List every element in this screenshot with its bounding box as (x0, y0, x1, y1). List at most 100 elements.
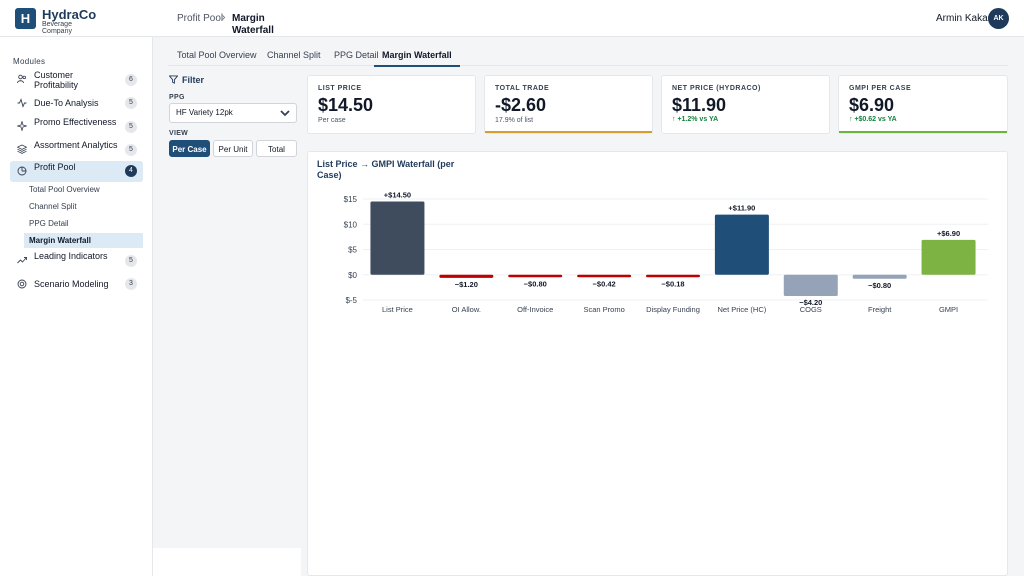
top-bar: H HydraCo Beverage Company Profit Pool ›… (0, 0, 1024, 37)
sparkle-icon (16, 120, 28, 134)
sidebar-item-badge: 5 (125, 255, 137, 267)
kpi-value: $14.50 (318, 95, 374, 115)
filter-panel: Filter PPG HF Variety 12pk VIEW Per Case… (153, 66, 301, 548)
kpi-subtext: Per case (318, 117, 346, 124)
chart-title: List Price → GMPI Waterfall (per Case) (317, 159, 455, 180)
brand-name: HydraCo (42, 7, 97, 22)
sidebar-item-due-to-analysis[interactable]: Due-To Analysis 5 (10, 95, 143, 111)
data-label: +$11.90 (728, 204, 755, 213)
kpi-label: NET PRICE (HYDRACO) (672, 85, 761, 92)
view-total-button[interactable]: Total (256, 140, 297, 157)
x-tick-label: OI Allow. (452, 305, 481, 314)
ppg-label: PPG (169, 94, 185, 101)
tab-ppg-detail[interactable]: PPG Detail (334, 50, 379, 60)
waterfall-chart: $15 $10 $5 $0 $-5 +$14.50 List Price −$1.20 OI A… (344, 191, 988, 314)
trend-icon (16, 255, 28, 268)
data-label: +$6.90 (937, 229, 960, 238)
view-per-unit-button[interactable]: Per Unit (213, 140, 253, 157)
kpi-card-gmpi: GMPI PER CASE $6.90 ↑ +$0.62 vs YA (838, 75, 1008, 134)
data-label: −$0.80 (868, 281, 891, 290)
y-tick-label: $0 (348, 271, 357, 280)
sidebar-item-leading-indicators[interactable]: Leading Indicators 5 (10, 250, 143, 272)
brand-subtitle: Beverage Company (42, 21, 72, 35)
sidebar-item-assortment-analytics[interactable]: Assortment Analytics 5 (10, 139, 143, 161)
kpi-value: -$2.60 (495, 95, 547, 115)
data-label: −$4.20 (799, 298, 822, 307)
tab-bar: Total Pool Overview Channel Split PPG De… (168, 46, 1008, 67)
kpi-change: ↑ +$0.62 vs YA (849, 116, 897, 123)
bar-list-price (370, 201, 425, 275)
x-tick-label: Off-Invoice (517, 305, 553, 314)
sidebar-item-badge: 5 (125, 144, 137, 156)
target-icon (16, 279, 28, 292)
avatar[interactable]: AK (988, 8, 1009, 29)
sidebar-item-scenario-modeling[interactable]: Scenario Modeling 3 (10, 276, 143, 292)
data-label: −$1.20 (455, 280, 478, 289)
sidebar-item-label: Scenario Modeling (34, 279, 109, 289)
sidebar-item-profit-pool[interactable]: Profit Pool 4 (10, 161, 143, 182)
users-icon (16, 74, 28, 87)
x-tick-label: COGS (800, 305, 822, 314)
user-name[interactable]: Armin Kakas (936, 13, 993, 24)
data-label: +$14.50 (384, 191, 411, 200)
data-label: −$0.80 (524, 279, 547, 288)
sidebar: Modules Customer Profitability 6 Due-To … (0, 37, 153, 576)
sidebar-item-badge: 4 (125, 165, 137, 177)
ppg-select[interactable]: HF Variety 12pk (169, 103, 297, 123)
sidebar-item-label: Due-To Analysis (34, 98, 99, 108)
view-per-case-button[interactable]: Per Case (169, 140, 210, 157)
breadcrumb-parent[interactable]: Profit Pool (177, 13, 224, 24)
kpi-accent-bar (839, 131, 1007, 133)
subnav-total-pool-overview[interactable]: Total Pool Overview (29, 185, 100, 194)
tab-total-pool-overview[interactable]: Total Pool Overview (177, 50, 257, 60)
ppg-select-value: HF Variety 12pk (176, 108, 233, 117)
kpi-label: LIST PRICE (318, 85, 362, 92)
filter-title: Filter (182, 75, 205, 85)
breadcrumb-separator: › (222, 12, 226, 23)
subnav-ppg-detail[interactable]: PPG Detail (29, 219, 69, 228)
sidebar-item-badge: 5 (125, 121, 137, 133)
sidebar-item-badge: 5 (125, 97, 137, 109)
bar-oi-allow- (439, 274, 494, 278)
sidebar-item-label: Leading Indicators (34, 251, 108, 261)
sidebar-item-customer-profitability[interactable]: Customer Profitability 6 (10, 69, 143, 91)
bar-scan-promo (577, 274, 632, 278)
sidebar-section-label: Modules (13, 57, 46, 66)
x-tick-label: Display Funding (646, 305, 700, 314)
kpi-card-net-price: NET PRICE (HYDRACO) $11.90 ↑ +1.2% vs YA (661, 75, 830, 134)
kpi-label: GMPI PER CASE (849, 85, 912, 92)
logo-icon[interactable]: H (15, 8, 36, 29)
sidebar-item-promo-effectiveness[interactable]: Promo Effectiveness 5 (10, 116, 143, 138)
sidebar-item-label: Profit Pool (34, 162, 76, 172)
subnav-channel-split[interactable]: Channel Split (29, 202, 77, 211)
bar-freight (852, 274, 907, 279)
tab-channel-split[interactable]: Channel Split (267, 50, 321, 60)
sidebar-item-badge: 3 (125, 278, 137, 290)
sidebar-item-badge: 6 (125, 74, 137, 86)
tab-margin-waterfall[interactable]: Margin Waterfall (374, 50, 460, 67)
kpi-value: $11.90 (672, 95, 727, 115)
bar-display-funding (646, 274, 700, 278)
x-tick-label: Net Price (HC) (718, 305, 767, 314)
pie-icon (16, 166, 28, 179)
sidebar-item-label: Promo Effectiveness (34, 117, 117, 127)
bar-cogs (783, 274, 838, 296)
x-tick-label: Scan Promo (583, 305, 624, 314)
sidebar-item-label: Customer Profitability (34, 70, 79, 90)
data-label: −$0.42 (593, 279, 616, 288)
kpi-accent-bar (485, 131, 652, 133)
chevron-down-icon (279, 104, 291, 129)
kpi-card-list-price: LIST PRICE $14.50 Per case (307, 75, 476, 134)
layers-icon (16, 144, 28, 157)
x-tick-label: Freight (868, 305, 892, 314)
y-tick-label: $10 (344, 220, 358, 229)
kpi-change: ↑ +1.2% vs YA (672, 116, 719, 123)
subnav-margin-waterfall[interactable]: Margin Waterfall (24, 233, 143, 248)
activity-icon (16, 98, 28, 111)
view-label: VIEW (169, 130, 189, 137)
waterfall-chart-card: List Price → GMPI Waterfall (per Case) $… (307, 151, 1008, 576)
page-title: Margin Waterfall (232, 13, 274, 36)
sidebar-item-label: Assortment Analytics (34, 140, 118, 150)
kpi-value: $6.90 (849, 95, 895, 115)
bar-gmpi (921, 239, 976, 275)
